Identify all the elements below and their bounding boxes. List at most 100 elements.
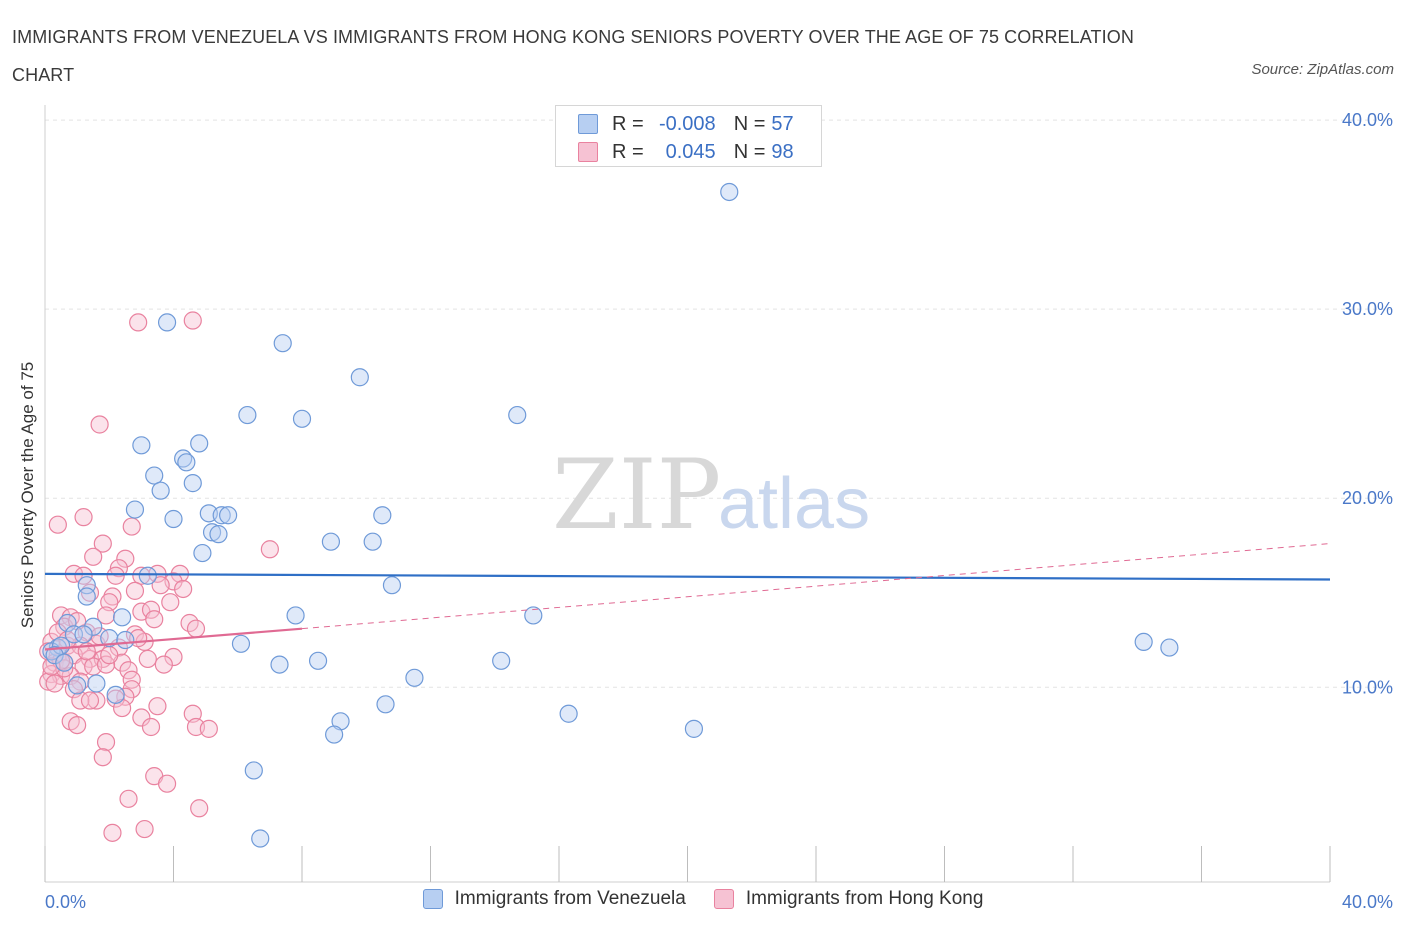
venezuela-point <box>87 674 106 693</box>
hongkong-point <box>122 670 141 689</box>
hongkong-point <box>145 610 164 629</box>
hongkong-point <box>84 547 103 566</box>
venezuela-point <box>308 651 328 670</box>
hongkong-point <box>39 672 58 691</box>
chart-title: IMMIGRANTS FROM VENEZUELA VS IMMIGRANTS … <box>12 27 1134 85</box>
legend-item-hongkong[interactable]: Immigrants from Hong Kong <box>713 888 984 910</box>
hongkong-point <box>157 774 177 793</box>
venezuela-point <box>508 405 527 425</box>
venezuela-point <box>720 182 739 202</box>
hongkong-point <box>260 540 279 559</box>
venezuela-point <box>164 509 183 529</box>
hongkong-point <box>129 313 148 332</box>
hongkong-point <box>116 549 135 568</box>
venezuela-point <box>100 629 119 648</box>
venezuela-point <box>183 474 202 493</box>
venezuela-trend-line <box>44 572 1331 581</box>
venezuela-point <box>376 695 395 714</box>
venezuela-point <box>382 576 402 595</box>
hongkong-point <box>80 691 100 710</box>
axes <box>44 105 1331 883</box>
venezuela-point <box>58 613 77 633</box>
venezuela-point <box>106 685 125 704</box>
watermark-zip: ZIP <box>552 439 721 551</box>
venezuela-point <box>45 646 64 665</box>
hongkong-point <box>132 566 151 585</box>
venezuela-point <box>77 587 96 606</box>
venezuela-point <box>202 523 222 542</box>
hongkong-point <box>199 719 218 738</box>
y-tick-label: 30.0% <box>1342 299 1393 319</box>
hongkong-point <box>74 657 93 676</box>
venezuela-point <box>1134 632 1153 652</box>
gridlines <box>45 119 1392 688</box>
r-label: R = <box>612 112 644 135</box>
venezuela-point <box>684 719 704 738</box>
hongkong-point <box>103 823 122 842</box>
hongkong-point <box>125 581 145 600</box>
n-value: 98 <box>771 140 794 163</box>
venezuela-point <box>84 617 103 636</box>
r-value: -0.008 <box>658 112 716 135</box>
venezuela-point <box>244 761 263 780</box>
hongkong-point <box>161 593 180 612</box>
x-tick-label-max: 40.0% <box>1342 892 1393 912</box>
venezuela-points <box>42 182 1179 848</box>
venezuela-point <box>325 725 344 744</box>
venezuela-point <box>68 676 87 695</box>
venezuela-point <box>209 525 228 544</box>
hongkong-point <box>48 515 67 534</box>
y-tick-label: 40.0% <box>1342 110 1393 130</box>
venezuela-point <box>177 453 196 472</box>
hongkong-point <box>122 680 141 699</box>
n-value: 57 <box>771 112 794 135</box>
hongkong-point <box>186 619 206 638</box>
legend-item-venezuela[interactable]: Immigrants from Venezuela <box>422 888 686 910</box>
hongkong-point <box>68 715 87 735</box>
venezuela-point <box>405 668 424 687</box>
venezuela-point <box>286 606 305 625</box>
venezuela-point <box>125 500 145 519</box>
hongkong-point <box>103 587 122 606</box>
watermark-atlas: atlas <box>718 464 870 544</box>
hongkong-points <box>39 311 279 842</box>
hongkong-point <box>119 789 138 808</box>
hongkong-point <box>151 576 170 595</box>
hongkong-point <box>164 647 183 667</box>
venezuela-point <box>212 506 231 525</box>
hongkong-point <box>135 819 154 839</box>
venezuela-point <box>138 566 157 585</box>
hongkong-point <box>96 733 116 752</box>
venezuela-point <box>273 334 292 353</box>
stats-row-hongkong: R = 0.045 N = 98 <box>578 139 794 165</box>
venezuela-point <box>251 829 270 848</box>
hongkong-point <box>138 649 157 669</box>
hongkong-legend-label: Immigrants from Hong Kong <box>745 888 984 909</box>
hongkong-point <box>96 606 116 625</box>
hongkong-legend-swatch <box>713 889 734 909</box>
hongkong-point <box>183 311 202 330</box>
venezuela-point <box>1160 638 1179 657</box>
venezuela-point <box>231 634 251 653</box>
series-legend: Immigrants from Venezuela Immigrants fro… <box>0 888 1406 910</box>
venezuela-legend-label: Immigrants from Venezuela <box>454 888 686 909</box>
hongkong-trend-extension <box>301 543 1331 630</box>
hongkong-point <box>93 748 112 767</box>
venezuela-point <box>51 636 71 655</box>
hongkong-point <box>74 508 93 527</box>
hongkong-point <box>148 697 167 716</box>
hongkong-point <box>90 415 109 434</box>
stats-legend: R = -0.008 N = 57 R = 0.045 N = 98 <box>555 105 822 167</box>
hongkong-point <box>141 717 161 737</box>
hongkong-point <box>190 799 209 818</box>
y-tick-label: 10.0% <box>1342 677 1393 697</box>
venezuela-point <box>132 436 151 455</box>
hongkong-point <box>106 566 125 585</box>
venezuela-point <box>112 608 132 627</box>
hongkong-point <box>174 579 193 599</box>
n-label: N = <box>733 140 766 163</box>
hongkong-trend-line <box>44 627 303 651</box>
venezuela-point <box>492 651 511 670</box>
venezuela-swatch <box>578 114 598 134</box>
venezuela-point <box>64 625 84 644</box>
